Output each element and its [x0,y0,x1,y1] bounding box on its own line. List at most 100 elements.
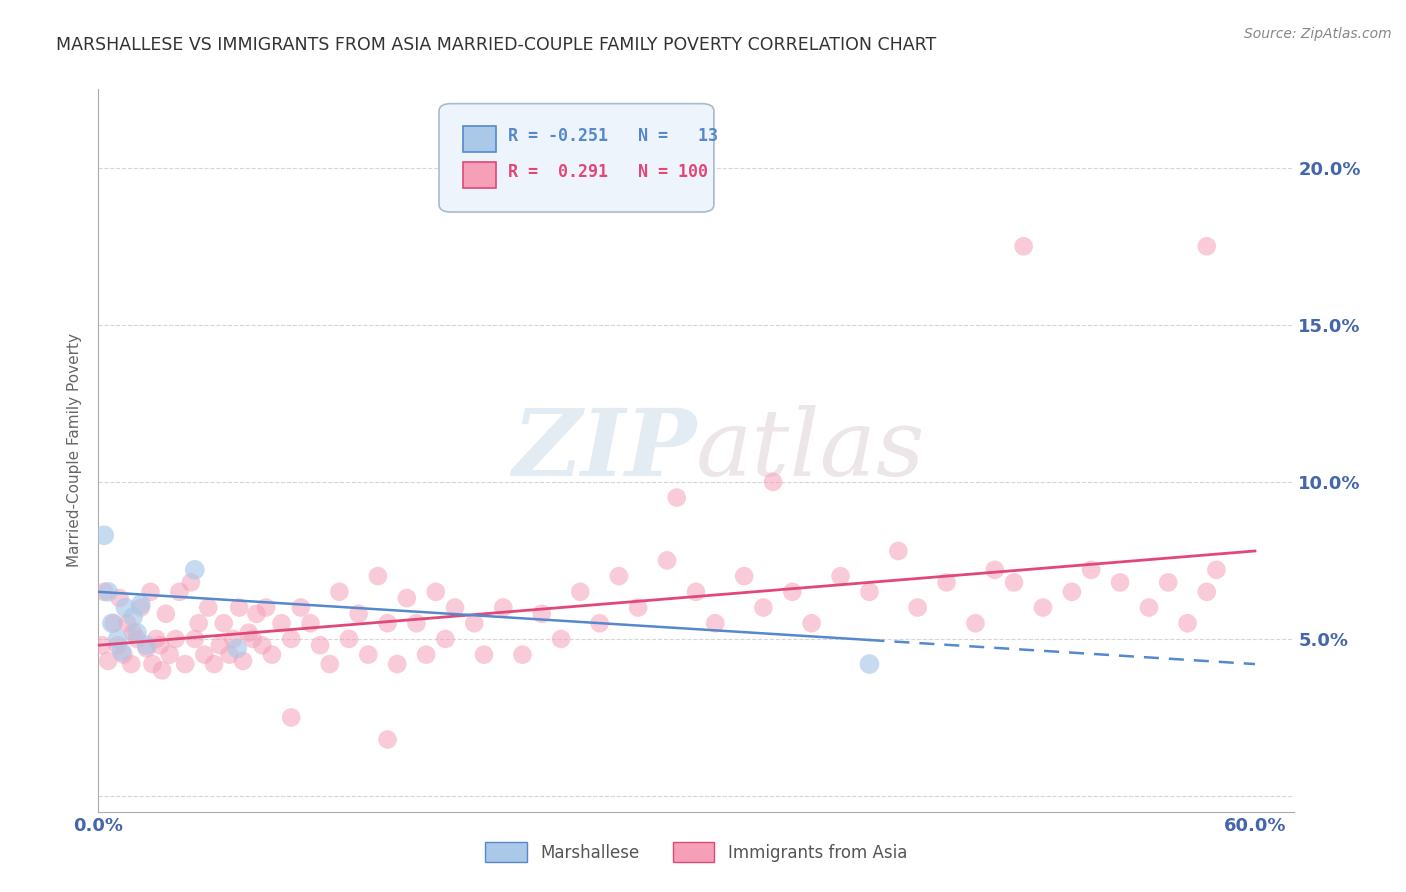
Point [97,584,120,599]
Point [159,648,181,662]
Point [139,584,162,599]
Point [187,616,209,631]
Point [1195,584,1218,599]
Text: ZIP: ZIP [512,406,696,495]
Point [588,616,610,631]
Point [141,657,163,671]
Point [405,616,427,631]
Point [444,600,467,615]
Point [212,616,235,631]
Point [108,591,131,606]
Point [122,625,145,640]
Point [208,638,231,652]
Point [385,657,409,671]
Point [112,648,135,662]
Point [1205,563,1227,577]
Point [415,648,437,662]
FancyBboxPatch shape [463,126,496,152]
Point [232,654,254,668]
Point [395,591,418,606]
Point [377,616,399,631]
Point [377,732,399,747]
Point [93,528,115,542]
Point [202,657,225,671]
Y-axis label: Married-Couple Family Poverty: Married-Couple Family Poverty [67,334,83,567]
Point [260,648,283,662]
Point [93,584,115,599]
Point [762,475,785,489]
Point [1177,616,1199,631]
Text: MARSHALLESE VS IMMIGRANTS FROM ASIA MARRIED-COUPLE FAMILY POVERTY CORRELATION CH: MARSHALLESE VS IMMIGRANTS FROM ASIA MARR… [56,36,936,54]
Point [530,607,553,621]
Point [425,584,447,599]
Point [1060,584,1083,599]
Point [97,654,120,668]
Point [193,648,215,662]
Point [280,632,302,646]
Point [858,657,880,671]
Point [367,569,389,583]
Point [733,569,755,583]
Point [107,632,129,646]
Point [91,638,114,652]
Point [242,632,264,646]
Point [114,600,136,615]
Point [150,664,173,678]
Point [319,657,342,671]
Point [309,638,332,652]
Point [1109,575,1132,590]
Text: R =  0.291   N = 100: R = 0.291 N = 100 [509,163,709,181]
Point [169,584,191,599]
Point [607,569,630,583]
Point [512,648,534,662]
Point [1080,563,1102,577]
FancyBboxPatch shape [463,161,496,188]
Point [180,575,202,590]
Point [357,648,380,662]
Point [174,657,197,671]
Point [149,638,172,652]
Point [1012,239,1035,253]
Point [1195,239,1218,253]
Point [887,544,910,558]
Point [1032,600,1054,615]
Point [218,648,240,662]
Point [238,625,260,640]
Point [569,584,592,599]
Point [550,632,572,646]
Point [782,584,804,599]
Point [347,607,370,621]
Point [1137,600,1160,615]
Point [107,638,129,652]
Point [135,641,157,656]
Point [103,616,125,631]
Point [245,607,267,621]
Point [830,569,852,583]
Point [685,584,707,599]
Point [434,632,457,646]
Point [1002,575,1025,590]
Point [935,575,957,590]
Point [122,610,145,624]
Point [125,632,148,646]
Point [165,632,187,646]
Point [135,638,157,652]
Point [337,632,360,646]
Point [1157,575,1180,590]
Point [270,616,292,631]
Point [752,600,775,615]
Text: atlas: atlas [696,406,925,495]
Point [252,638,274,652]
Point [155,607,177,621]
Point [328,584,350,599]
Point [145,632,167,646]
Point [254,600,277,615]
Text: Source: ZipAtlas.com: Source: ZipAtlas.com [1244,27,1392,41]
Point [665,491,688,505]
Point [704,616,727,631]
Point [965,616,987,631]
Point [101,616,124,631]
Point [627,600,650,615]
Point [800,616,823,631]
Point [907,600,929,615]
